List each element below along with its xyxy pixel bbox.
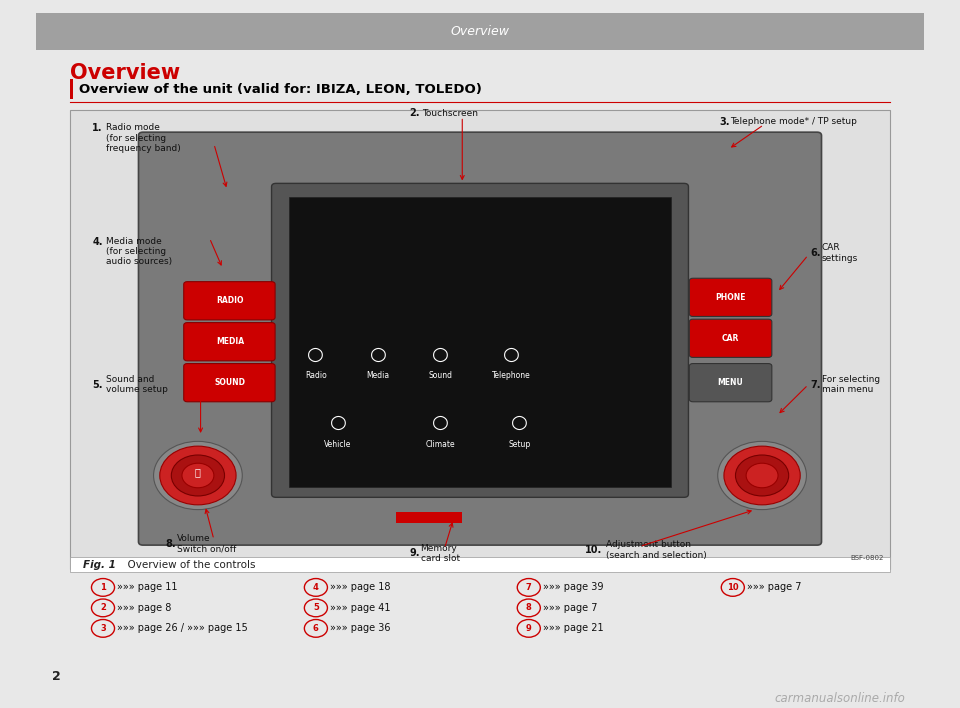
Circle shape	[746, 463, 778, 488]
Text: 10.: 10.	[585, 545, 602, 555]
Text: Setup: Setup	[509, 440, 531, 449]
Text: »»» page 18: »»» page 18	[330, 583, 391, 593]
Text: carmanualsonline.info: carmanualsonline.info	[775, 692, 906, 705]
Text: 5.: 5.	[92, 379, 103, 389]
Text: 3.: 3.	[719, 117, 730, 127]
Text: BSF-0802: BSF-0802	[851, 555, 883, 561]
Circle shape	[159, 446, 236, 505]
Text: »»» page 21: »»» page 21	[543, 623, 604, 634]
Text: 1: 1	[100, 583, 106, 592]
FancyBboxPatch shape	[272, 183, 688, 497]
FancyBboxPatch shape	[689, 278, 772, 316]
Text: 10: 10	[727, 583, 738, 592]
Text: »»» page 41: »»» page 41	[330, 603, 391, 613]
Text: Sound and
volume setup: Sound and volume setup	[106, 375, 168, 394]
FancyBboxPatch shape	[689, 363, 772, 401]
Bar	[70, 79, 73, 99]
Circle shape	[182, 463, 214, 488]
Text: 5: 5	[313, 603, 319, 612]
Circle shape	[154, 441, 242, 510]
Text: »»» page 26 / »»» page 15: »»» page 26 / »»» page 15	[117, 623, 248, 634]
Text: MEDIA: MEDIA	[216, 337, 244, 346]
Text: Touchscreen: Touchscreen	[422, 108, 478, 118]
Text: Overview: Overview	[70, 63, 180, 83]
Circle shape	[718, 441, 806, 510]
FancyBboxPatch shape	[689, 319, 772, 358]
Text: 2: 2	[100, 603, 106, 612]
FancyBboxPatch shape	[183, 282, 276, 320]
Text: 1.: 1.	[92, 123, 103, 133]
Bar	[289, 197, 671, 487]
Text: For selecting
main menu: For selecting main menu	[822, 375, 879, 394]
Text: 4: 4	[313, 583, 319, 592]
Text: Climate: Climate	[425, 440, 455, 449]
Circle shape	[171, 455, 225, 496]
Text: Radio: Radio	[305, 371, 326, 380]
Text: 4.: 4.	[92, 236, 103, 246]
Text: ○: ○	[432, 413, 448, 432]
FancyBboxPatch shape	[183, 363, 276, 401]
Text: 9: 9	[526, 624, 532, 633]
Text: ○: ○	[432, 345, 448, 363]
Text: Volume
Switch on/off: Volume Switch on/off	[177, 534, 236, 554]
Text: 3: 3	[100, 624, 106, 633]
Text: 7.: 7.	[810, 379, 821, 389]
Text: 2: 2	[53, 670, 61, 683]
Text: CAR
settings: CAR settings	[822, 244, 858, 263]
Text: »»» page 36: »»» page 36	[330, 623, 391, 634]
Text: Overview of the unit (valid for: IBIZA, LEON, TOLEDO): Overview of the unit (valid for: IBIZA, …	[79, 83, 482, 96]
Text: Overview of the controls: Overview of the controls	[121, 560, 255, 570]
Bar	[396, 513, 463, 523]
Text: 2.: 2.	[409, 108, 420, 118]
Text: »»» page 11: »»» page 11	[117, 583, 178, 593]
Text: ○: ○	[307, 345, 324, 363]
Text: 6.: 6.	[810, 248, 821, 258]
Text: PHONE: PHONE	[715, 293, 745, 302]
Text: 9.: 9.	[409, 548, 420, 559]
Text: Vehicle: Vehicle	[324, 440, 351, 449]
Text: Telephone: Telephone	[492, 371, 531, 380]
Text: Sound: Sound	[428, 371, 452, 380]
Text: 8.: 8.	[165, 539, 176, 549]
Text: 8: 8	[526, 603, 532, 612]
Text: 7: 7	[526, 583, 532, 592]
Text: Memory
card slot: Memory card slot	[420, 544, 460, 563]
Text: Radio mode
(for selecting
frequency band): Radio mode (for selecting frequency band…	[106, 123, 180, 153]
Text: CAR: CAR	[722, 333, 739, 343]
Text: ○: ○	[502, 345, 519, 363]
Text: ○: ○	[512, 413, 528, 432]
Text: SOUND: SOUND	[214, 378, 246, 387]
Text: RADIO: RADIO	[216, 296, 244, 305]
Text: MENU: MENU	[717, 378, 743, 387]
Text: »»» page 7: »»» page 7	[543, 603, 597, 613]
Text: Adjustment button
(search and selection): Adjustment button (search and selection)	[606, 540, 707, 559]
Text: Media: Media	[367, 371, 390, 380]
Bar	[70, 110, 890, 569]
FancyBboxPatch shape	[183, 323, 276, 361]
Bar	[70, 557, 890, 572]
Circle shape	[724, 446, 801, 505]
Text: »»» page 39: »»» page 39	[543, 583, 604, 593]
Text: 6: 6	[313, 624, 319, 633]
Text: »»» page 7: »»» page 7	[747, 583, 802, 593]
Bar	[36, 13, 924, 50]
Text: ○: ○	[329, 413, 347, 432]
Text: Overview: Overview	[450, 25, 510, 38]
Text: Fig. 1: Fig. 1	[83, 560, 115, 570]
Text: Media mode
(for selecting
audio sources): Media mode (for selecting audio sources)	[106, 236, 172, 266]
Text: ⏻: ⏻	[195, 467, 201, 477]
Text: Telephone mode* / TP setup: Telephone mode* / TP setup	[731, 118, 857, 127]
Text: ○: ○	[370, 345, 387, 363]
Circle shape	[735, 455, 789, 496]
FancyBboxPatch shape	[138, 132, 822, 545]
Text: »»» page 8: »»» page 8	[117, 603, 172, 613]
